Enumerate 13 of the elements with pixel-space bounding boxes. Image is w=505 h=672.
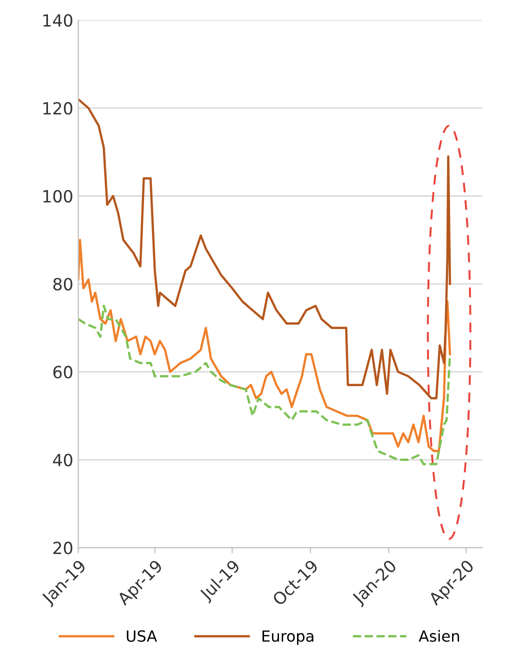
line-series xyxy=(78,98,452,400)
line-series xyxy=(78,238,452,452)
line-series xyxy=(78,304,452,466)
legend-label: Europa xyxy=(262,630,314,645)
y-tick-label: 100 xyxy=(43,190,72,203)
y-tick-label: 40 xyxy=(53,454,72,466)
y-tick-label: 60 xyxy=(53,366,72,378)
legend-label: Asien xyxy=(418,630,460,642)
y-tick-label: 140 xyxy=(43,14,72,27)
y-tick-label: 120 xyxy=(43,102,72,115)
y-tick-label: 20 xyxy=(53,542,72,554)
y-tick-label: 80 xyxy=(53,278,72,290)
legend-label: USA xyxy=(126,630,158,642)
